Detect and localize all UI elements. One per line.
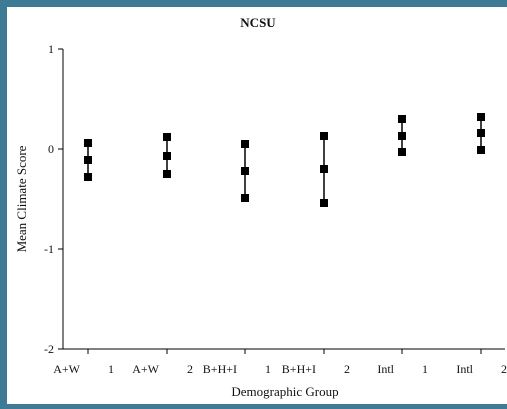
y-tick-label: 0 (48, 142, 54, 156)
x-axis-label: Demographic Group (231, 384, 338, 399)
chart: NCSU 1 0 -1 -2 A+W 1 A+W 2 B+H+I 1 B+H+I 2 Intl 1 Int… (14, 15, 507, 399)
x-ticks: A+W 1 A+W 2 B+H+I 1 B+H+I 2 Intl 1 Intl 2 (53, 349, 507, 376)
x-tick-group-label: A+W (53, 362, 80, 376)
x-tick-code-label: 1 (108, 362, 114, 376)
upper-marker (241, 140, 249, 148)
lower-marker (320, 199, 328, 207)
mean-marker (84, 156, 92, 164)
upper-marker (84, 139, 92, 147)
y-tick-label: -1 (44, 242, 54, 256)
x-tick-code-label: 1 (422, 362, 428, 376)
upper-marker (398, 115, 406, 123)
x-tick-group-label: B+H+I (282, 362, 316, 376)
chart-frame: NCSU 1 0 -1 -2 A+W 1 A+W 2 B+H+I 1 B+H+I 2 Intl 1 Int… (7, 7, 507, 404)
x-tick-group-label: Intl (377, 362, 394, 376)
x-tick-code-label: 2 (501, 362, 507, 376)
y-ticks: 1 0 -1 -2 (44, 42, 63, 356)
y-axis-label: Mean Climate Score (14, 145, 29, 252)
x-tick-code-label: 2 (187, 362, 193, 376)
mean-marker (398, 132, 406, 140)
x-tick-group-label: Intl (456, 362, 473, 376)
plot-marks (84, 113, 485, 207)
x-tick-code-label: 1 (265, 362, 271, 376)
upper-marker (320, 132, 328, 140)
mean-marker (163, 152, 171, 160)
upper-marker (477, 113, 485, 121)
y-tick-label: 1 (48, 42, 54, 56)
lower-marker (163, 170, 171, 178)
mean-marker (241, 167, 249, 175)
chart-title: NCSU (240, 15, 276, 30)
axes: 1 0 -1 -2 A+W 1 A+W 2 B+H+I 1 B+H+I 2 Intl 1 Intl 2 (44, 42, 507, 376)
x-tick-group-label: A+W (132, 362, 159, 376)
x-tick-code-label: 2 (344, 362, 350, 376)
lower-marker (241, 194, 249, 202)
upper-marker (163, 133, 171, 141)
lower-marker (477, 146, 485, 154)
x-tick-group-label: B+H+I (203, 362, 237, 376)
mean-marker (320, 165, 328, 173)
lower-marker (84, 173, 92, 181)
lower-marker (398, 148, 406, 156)
mean-marker (477, 129, 485, 137)
y-tick-label: -2 (44, 342, 54, 356)
